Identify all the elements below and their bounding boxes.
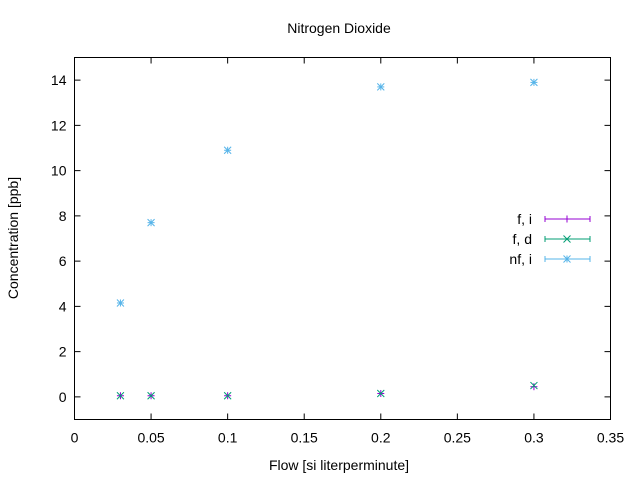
x-tick-label: 0.05	[137, 430, 164, 446]
data-points	[116, 78, 538, 400]
data-point-series-2	[376, 389, 385, 398]
data-point-series-2	[223, 391, 232, 400]
legend-label: nf, i	[509, 251, 532, 267]
data-point-series-2	[530, 381, 538, 390]
y-axis: 0 2 4 6 8 10 12 14	[51, 72, 611, 405]
data-point-series-1	[530, 383, 538, 391]
plot-frame	[74, 57, 611, 420]
data-point-series-3	[223, 146, 232, 155]
y-tick-label: 0	[59, 389, 67, 405]
legend-label: f, i	[517, 211, 532, 227]
data-point-series-2	[147, 391, 155, 400]
y-tick-label: 4	[59, 298, 67, 314]
x-tick-label: 0	[71, 430, 79, 446]
legend-label: f, d	[513, 231, 532, 247]
x-tick-label: 0.3	[524, 430, 544, 446]
data-point-series-2	[116, 391, 125, 400]
x-tick-label: 0.15	[291, 430, 318, 446]
legend: f, i f, d nf, i	[509, 211, 591, 267]
x-tick-label: 0.35	[597, 430, 624, 446]
x-tick-label: 0.2	[371, 430, 391, 446]
legend-marker	[563, 235, 571, 243]
y-tick-label: 12	[51, 117, 67, 133]
x-axis: 0 0.05 0.1 0.15 0.2 0.25 0.3 0.35	[71, 57, 624, 446]
data-point-series-3	[116, 299, 125, 307]
y-tick-label: 14	[51, 72, 67, 88]
data-point-series-3	[147, 218, 155, 227]
y-tick-label: 8	[59, 208, 67, 224]
y-axis-label: Concentration [ppb]	[5, 177, 21, 299]
data-point-series-3	[376, 83, 385, 91]
x-axis-label: Flow [si literperminute]	[269, 457, 409, 473]
y-tick-label: 6	[59, 253, 67, 269]
y-tick-label: 2	[59, 344, 67, 360]
chart-title: Nitrogen Dioxide	[287, 20, 391, 36]
data-point-series-3	[530, 78, 538, 87]
legend-marker	[563, 255, 571, 263]
x-tick-label: 0.25	[444, 430, 471, 446]
legend-marker	[563, 215, 571, 223]
x-tick-label: 0.1	[218, 430, 238, 446]
y-tick-label: 10	[51, 163, 67, 179]
